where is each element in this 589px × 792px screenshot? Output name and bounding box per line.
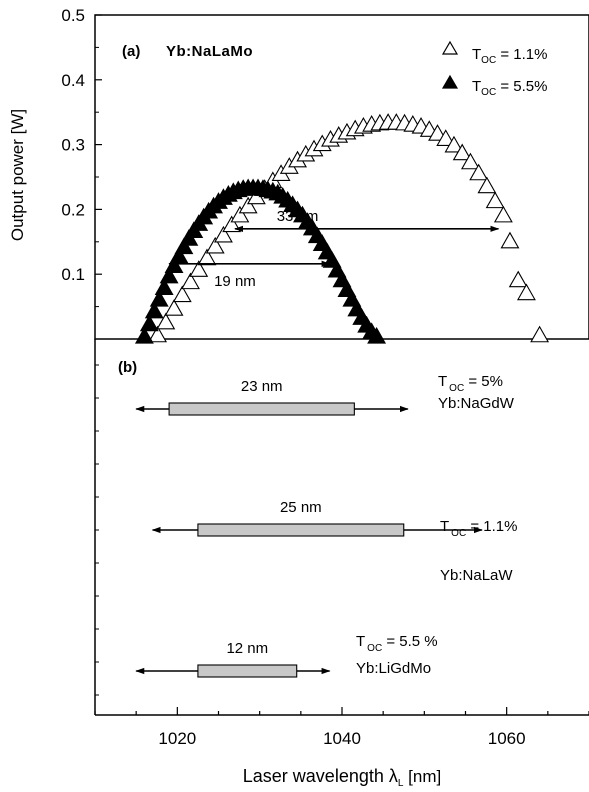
data-point-filled-triangle xyxy=(149,290,169,307)
bandwidth-annotations: 33 nm 19 nm xyxy=(168,208,500,290)
panel-a-label: (a) xyxy=(122,43,140,60)
data-point-open-triangle xyxy=(205,236,225,254)
data-point-open-triangle xyxy=(213,225,233,243)
range-item: 12 nm T OC = 5.5 % Yb:LiGdMo xyxy=(135,633,438,678)
range-bar xyxy=(197,664,298,678)
data-point-open-triangle xyxy=(508,270,528,288)
data-point-open-triangle xyxy=(530,325,550,343)
bandwidth-ranges: 23 nm T OC = 5%Yb:NaGdW 25 nm T OC = 1.1% Yb:N… xyxy=(135,373,517,678)
transmission-label: T OC = 5.5 % xyxy=(356,633,438,654)
data-point-filled-triangle xyxy=(144,301,164,319)
legend-filled-triangle-icon xyxy=(441,74,459,89)
material-label: Yb:NaLaW xyxy=(440,567,513,584)
x-tick-label: 1020 xyxy=(158,729,196,748)
x-tick-label: 1040 xyxy=(323,729,361,748)
data-point-filled-triangle xyxy=(159,266,179,284)
data-point-open-triangle xyxy=(230,205,250,223)
panel-a: 0.1 0.2 0.3 0.4 0.5 33 nm 19 nm (a) Yb:NaLaMo… xyxy=(8,6,589,344)
material-label: Yb:LiGdMo xyxy=(356,660,431,677)
y-tick-label: 0.4 xyxy=(61,71,85,90)
data-point-open-triangle xyxy=(172,285,192,303)
data-point-open-triangle xyxy=(493,205,513,223)
data-point-open-triangle xyxy=(469,163,489,181)
bandwidth-label: 33 nm xyxy=(277,208,319,225)
legend: TOC = 1.1% TOC = 5.5% xyxy=(441,40,547,98)
x-axis-ticks: 1020 1040 1060 xyxy=(94,707,589,748)
data-point-open-triangle xyxy=(181,272,200,290)
data-point-open-triangle xyxy=(500,231,520,249)
data-point-open-triangle xyxy=(189,260,209,277)
data-point-filled-triangle xyxy=(134,326,154,344)
x-axis-title: Laser wavelength λL [nm] xyxy=(243,766,441,789)
data-point-open-triangle xyxy=(452,143,472,161)
y-axis-ticks: 0.1 0.2 0.3 0.4 0.5 xyxy=(61,6,102,308)
data-point-open-triangle xyxy=(477,176,497,194)
data-point-open-triangle xyxy=(460,152,480,170)
y-axis-title: Output power [W] xyxy=(8,109,27,241)
data-point-open-triangle xyxy=(238,196,258,214)
data-point-filled-triangle xyxy=(154,278,174,296)
y-tick-label: 0.5 xyxy=(61,6,85,25)
data-point-open-triangle xyxy=(444,135,464,153)
data-point-filled-triangle xyxy=(139,314,159,332)
data-point-open-triangle xyxy=(485,191,505,209)
data-point-open-triangle xyxy=(436,129,456,146)
series-open-triangles xyxy=(148,113,550,343)
material-label: Yb:NaGdW xyxy=(438,395,515,412)
data-point-open-triangle xyxy=(156,312,176,330)
range-bar xyxy=(197,523,405,537)
transmission-label: T OC = 5% xyxy=(438,373,503,394)
panel-b-minor-ticks xyxy=(95,364,99,696)
legend-label-2: TOC = 5.5% xyxy=(472,78,547,98)
legend-open-triangle-icon xyxy=(441,40,459,55)
panel-a-material: Yb:NaLaMo xyxy=(166,43,253,60)
range-label: 25 nm xyxy=(280,499,322,516)
range-item: 25 nm T OC = 1.1% Yb:NaLaW xyxy=(151,499,517,584)
series-filled-triangles xyxy=(134,178,387,344)
range-item: 23 nm T OC = 5%Yb:NaGdW xyxy=(135,373,515,416)
range-label: 23 nm xyxy=(241,378,283,395)
data-point-filled-triangle xyxy=(367,326,387,344)
x-tick-label: 1060 xyxy=(488,729,526,748)
range-bar xyxy=(168,402,355,416)
range-label: 12 nm xyxy=(226,640,268,657)
data-point-filled-triangle xyxy=(174,237,194,255)
data-point-open-triangle xyxy=(148,325,168,343)
y-tick-label: 0.1 xyxy=(61,265,85,284)
y-tick-label: 0.2 xyxy=(61,200,85,219)
panel-b: 1020 1040 1060 23 nm T OC = 5%Yb:NaGdW 25 nm T… xyxy=(94,339,589,789)
legend-label-1: TOC = 1.1% xyxy=(472,46,547,66)
transmission-label: T OC = 1.1% xyxy=(440,518,517,539)
bandwidth-label: 19 nm xyxy=(214,273,256,290)
panel-b-label: (b) xyxy=(118,359,137,376)
data-point-open-triangle xyxy=(164,299,184,316)
data-point-open-triangle xyxy=(516,283,536,301)
y-tick-label: 0.3 xyxy=(61,136,85,155)
